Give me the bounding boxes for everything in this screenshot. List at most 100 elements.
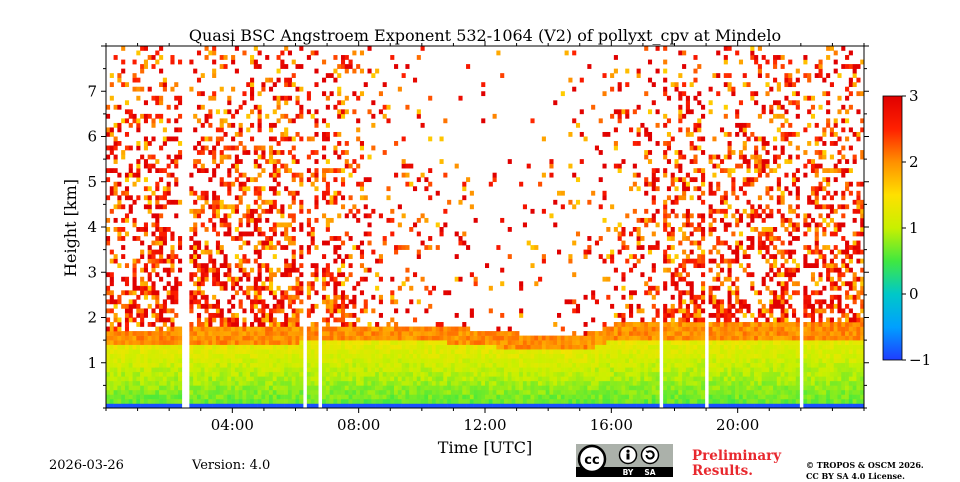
heatmap-cell — [640, 122, 645, 128]
heatmap-cell — [178, 389, 183, 395]
heatmap-cell — [117, 141, 122, 146]
heatmap-cell — [500, 362, 505, 368]
heatmap-cell — [155, 263, 160, 269]
heatmap-cell — [325, 303, 330, 309]
heatmap-cell — [113, 362, 118, 368]
heatmap-cell — [496, 398, 501, 404]
heatmap-cell — [276, 326, 281, 332]
heatmap-cell — [454, 394, 459, 400]
heatmap-cell — [450, 403, 455, 408]
heatmap-cell — [325, 222, 330, 228]
heatmap-cell — [136, 398, 141, 404]
heatmap-cell — [663, 326, 668, 332]
heatmap-cell — [651, 294, 656, 300]
heatmap-cell — [397, 394, 402, 400]
heatmap-cell — [299, 385, 304, 391]
heatmap-cell — [268, 276, 274, 282]
heatmap-cell — [678, 376, 683, 382]
heatmap-cell — [310, 308, 315, 314]
heatmap-cell — [348, 59, 353, 65]
heatmap-cell — [143, 118, 148, 124]
heatmap-cell — [166, 163, 171, 169]
heatmap-cell — [261, 186, 266, 192]
heatmap-cell — [678, 263, 683, 269]
heatmap-cell — [515, 358, 520, 364]
heatmap-cell — [106, 308, 111, 314]
heatmap-cell — [344, 371, 349, 377]
heatmap-cell — [155, 59, 160, 65]
heatmap-cell — [284, 227, 289, 232]
heatmap-cell — [557, 358, 562, 364]
heatmap-cell — [401, 389, 406, 395]
heatmap-cell — [299, 340, 304, 345]
heatmap-cell — [340, 322, 346, 327]
heatmap-cell — [450, 340, 455, 345]
heatmap-cell — [443, 326, 448, 332]
heatmap-cell — [227, 222, 232, 228]
heatmap-cell — [378, 213, 383, 219]
heatmap-cell — [284, 168, 289, 173]
heatmap-cell — [371, 122, 376, 128]
heatmap-cell — [159, 317, 164, 323]
heatmap-cell — [159, 231, 164, 237]
heatmap-cell — [636, 385, 641, 391]
heatmap-cell — [371, 403, 376, 408]
heatmap-cell — [666, 403, 672, 408]
heatmap-cell — [352, 385, 357, 391]
heatmap-cell — [106, 367, 111, 373]
heatmap-cell — [151, 222, 156, 228]
heatmap-cell — [682, 322, 687, 327]
heatmap-cell — [204, 190, 209, 196]
heatmap-cell — [390, 353, 395, 359]
heatmap-cell — [322, 371, 327, 377]
heatmap-cell — [689, 358, 694, 364]
heatmap-cell — [647, 340, 653, 345]
heatmap-cell — [613, 385, 618, 391]
heatmap-cell — [287, 349, 293, 354]
heatmap-cell — [526, 335, 531, 341]
heatmap-cell — [409, 335, 414, 341]
heatmap-cell — [469, 403, 474, 408]
heatmap-cell — [663, 349, 668, 354]
heatmap-cell — [386, 344, 391, 350]
heatmap-cell — [435, 398, 440, 404]
heatmap-cell — [151, 389, 156, 395]
heatmap-cell — [469, 367, 474, 373]
heatmap-cell — [344, 389, 349, 395]
heatmap-cell — [242, 254, 247, 259]
heatmap-cell — [428, 136, 433, 142]
heatmap-cell — [200, 190, 205, 196]
heatmap-cell — [140, 389, 145, 395]
heatmap-cell — [151, 335, 156, 341]
heatmap-cell — [325, 272, 330, 278]
heatmap-cell — [314, 82, 319, 88]
heatmap-cell — [541, 258, 546, 264]
heatmap-cell — [280, 367, 285, 373]
heatmap-cell — [109, 299, 114, 305]
heatmap-cell — [159, 394, 164, 400]
heatmap-cell — [325, 122, 330, 128]
heatmap-cell — [647, 136, 653, 142]
heatmap-cell — [128, 317, 133, 323]
heatmap-cell — [579, 398, 584, 404]
heatmap-cell — [503, 380, 509, 386]
heatmap-cell — [306, 136, 311, 142]
heatmap-cell — [143, 145, 148, 151]
heatmap-cell — [492, 177, 497, 183]
heatmap-cell — [136, 118, 141, 124]
heatmap-cell — [109, 208, 114, 214]
heatmap-cell — [291, 362, 296, 368]
heatmap-cell — [553, 100, 558, 106]
heatmap-cell — [674, 177, 679, 183]
heatmap-cell — [503, 389, 509, 395]
heatmap-cell — [208, 122, 213, 128]
heatmap-cell — [196, 335, 202, 341]
heatmap-cell — [117, 127, 122, 133]
heatmap-cell — [526, 371, 531, 377]
heatmap-cell — [507, 403, 512, 408]
heatmap-cell — [439, 385, 444, 391]
heatmap-cell — [333, 349, 338, 354]
heatmap-cell — [257, 127, 262, 133]
heatmap-cell — [666, 335, 672, 341]
heatmap-cell — [140, 403, 145, 408]
